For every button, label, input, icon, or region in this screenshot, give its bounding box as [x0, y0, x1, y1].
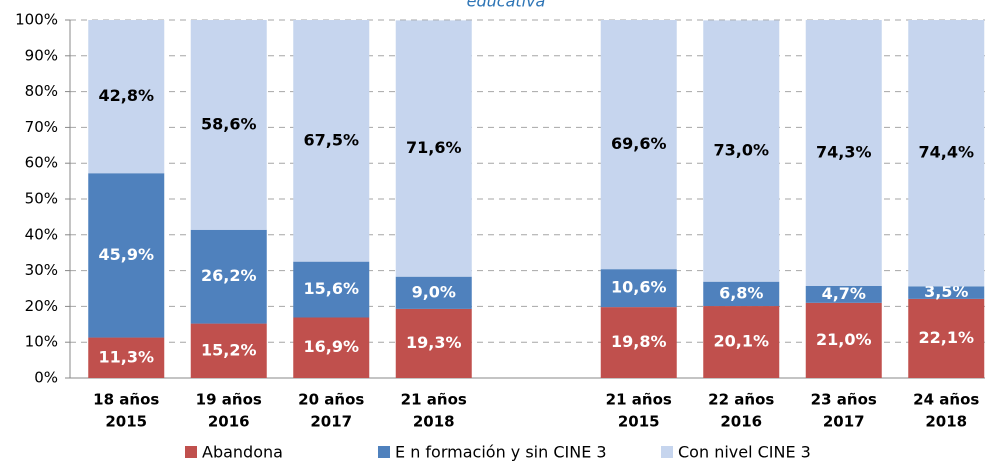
x-tick-label: 2017 — [823, 413, 865, 431]
bar-segment — [805, 20, 882, 286]
bar-segment — [805, 302, 882, 378]
value-label: 22,1% — [918, 328, 974, 347]
bar-segment — [805, 285, 882, 303]
x-tick-label: 19 años — [196, 391, 262, 409]
value-label: 15,6% — [303, 279, 359, 298]
bar-segment — [703, 281, 780, 307]
value-label: 67,5% — [303, 130, 359, 149]
bar-segment — [88, 337, 165, 378]
value-label: 71,6% — [406, 138, 462, 157]
x-tick-label: 21 años — [401, 391, 467, 409]
chart-title: educativa — [467, 0, 546, 11]
value-label: 74,3% — [816, 142, 872, 161]
bar-segment — [190, 229, 267, 324]
bar-segment — [600, 307, 677, 378]
value-label: 9,0% — [412, 282, 456, 301]
bar-segment — [190, 323, 267, 378]
y-tick-label: 30% — [25, 261, 58, 279]
bar-segment — [908, 298, 985, 378]
legend-swatch — [661, 446, 673, 458]
y-tick-label: 70% — [25, 118, 58, 136]
x-tick-label: 24 años — [913, 391, 979, 409]
y-tick-label: 50% — [25, 190, 58, 208]
value-label: 3,5% — [924, 282, 968, 301]
value-label: 6,8% — [719, 283, 763, 302]
x-tick-label: 2018 — [925, 413, 967, 431]
value-label: 26,2% — [201, 266, 257, 285]
y-tick-label: 0% — [34, 369, 58, 387]
y-tick-label: 60% — [25, 154, 58, 172]
bar-segment — [600, 269, 677, 308]
bar-segment — [395, 20, 472, 277]
bar-segment — [908, 286, 985, 299]
value-label: 74,4% — [918, 143, 974, 162]
x-tick-label: 2015 — [618, 413, 660, 431]
bar-segment — [293, 317, 370, 378]
y-tick-label: 100% — [15, 11, 58, 29]
value-label: 10,6% — [611, 278, 667, 297]
bar-segment — [293, 261, 370, 318]
value-label: 42,8% — [98, 86, 154, 105]
value-label: 4,7% — [822, 284, 866, 303]
value-label: 21,0% — [816, 330, 872, 349]
value-label: 16,9% — [303, 337, 359, 356]
x-tick-label: 2017 — [310, 413, 352, 431]
y-tick-label: 40% — [25, 225, 58, 243]
legend-label: E n formación y sin CINE 3 — [395, 443, 607, 461]
value-label: 73,0% — [713, 141, 769, 160]
value-label: 19,3% — [406, 333, 462, 352]
legend-swatch — [185, 446, 197, 458]
legend-swatch — [378, 446, 390, 458]
value-label: 58,6% — [201, 114, 257, 133]
x-tick-label: 20 años — [298, 391, 364, 409]
legend-label: Abandona — [202, 443, 283, 461]
bar-segment — [908, 20, 985, 287]
bar-segment — [703, 306, 780, 378]
bar-segment — [88, 20, 165, 174]
x-tick-label: 2018 — [413, 413, 455, 431]
x-tick-label: 2016 — [720, 413, 762, 431]
value-label: 15,2% — [201, 340, 257, 359]
x-tick-label: 23 años — [811, 391, 877, 409]
y-tick-label: 80% — [25, 82, 58, 100]
x-tick-label: 2016 — [208, 413, 250, 431]
x-tick-label: 22 años — [708, 391, 774, 409]
bar-segment — [703, 20, 780, 282]
x-tick-label: 21 años — [606, 391, 672, 409]
y-tick-label: 90% — [25, 46, 58, 64]
value-label: 45,9% — [98, 245, 154, 264]
bar-segment — [600, 20, 677, 270]
bar-segment — [190, 20, 267, 230]
value-label: 69,6% — [611, 134, 667, 153]
value-label: 11,3% — [98, 347, 154, 366]
value-label: 19,8% — [611, 332, 667, 351]
legend-label: Con nivel CINE 3 — [678, 443, 811, 461]
bar-segment — [88, 173, 165, 338]
x-tick-label: 2015 — [105, 413, 147, 431]
x-tick-label: 18 años — [93, 391, 159, 409]
value-label: 20,1% — [713, 332, 769, 351]
bar-segment — [395, 276, 472, 309]
bar-segment — [293, 20, 370, 262]
y-tick-label: 20% — [25, 297, 58, 315]
bar-segment — [395, 308, 472, 378]
y-tick-label: 10% — [25, 333, 58, 351]
